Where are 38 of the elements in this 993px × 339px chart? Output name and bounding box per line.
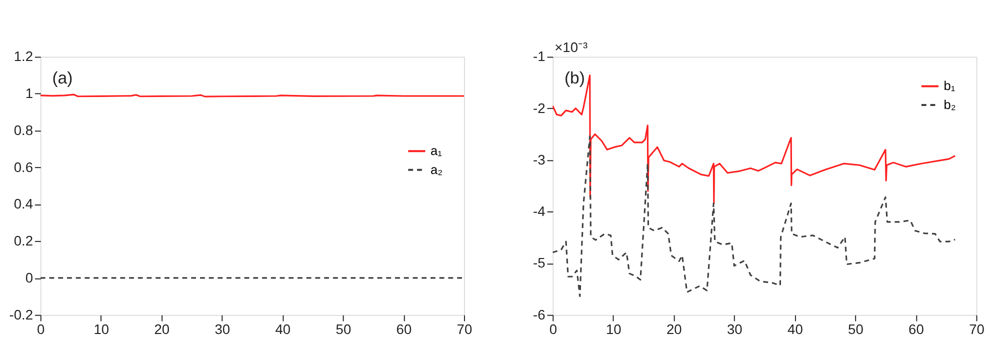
legend-label: b₂ [944, 96, 956, 112]
legend-label: a₂ [430, 162, 443, 177]
y-tick-label: 0 [25, 270, 34, 286]
x-tick-label: 70 [969, 322, 985, 338]
x-tick-label: 20 [154, 322, 170, 338]
x-tick-label: 30 [727, 322, 743, 338]
y-tick-label: 0.8 [14, 122, 34, 138]
x-tick-label: 40 [275, 322, 291, 338]
y-tick-label: 0.2 [14, 234, 33, 249]
legend-label: b₁ [944, 78, 956, 94]
x-tick-label: 10 [94, 322, 110, 338]
x-tick-label: 20 [666, 322, 682, 338]
x-tick-label: 0 [37, 322, 46, 338]
y-tick-label: 0.6 [14, 160, 34, 175]
annotation: (a) [52, 68, 73, 88]
x-tick-label: 50 [848, 322, 864, 338]
x-tick-label: 0 [549, 322, 558, 338]
text: ×10⁻³ [554, 40, 588, 55]
x-tick-label: 50 [336, 322, 352, 338]
y-tick-label: -6 [533, 307, 546, 322]
x-tick-label: 60 [396, 322, 412, 338]
x-tick-label: 10 [606, 322, 622, 338]
x-tick-label: 40 [788, 322, 804, 338]
y-tick-label: -4 [533, 204, 546, 220]
line-series [552, 135, 956, 298]
y-tick-label: -3 [533, 152, 546, 168]
y-tick-label: 1 [25, 86, 33, 102]
y-tick-label: 0.4 [14, 196, 34, 212]
annotation: (b) [564, 68, 585, 88]
y-tick-label: 1.2 [14, 49, 33, 64]
y-tick-label: -2 [533, 100, 546, 116]
y-tick-label: -1 [533, 49, 546, 64]
y-tick-label: -5 [533, 256, 546, 271]
x-tick-label: 60 [908, 322, 924, 338]
x-tick-label: 70 [456, 322, 472, 338]
legend-label: a₁ [430, 143, 442, 158]
x-tick-label: 30 [214, 322, 230, 338]
y-tick-label: -0.2 [9, 307, 33, 322]
